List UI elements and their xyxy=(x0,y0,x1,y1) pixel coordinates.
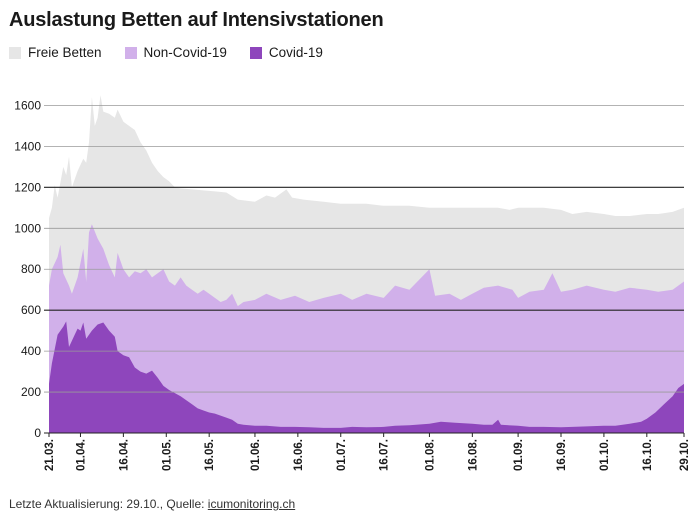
y-tick-label: 1200 xyxy=(14,180,41,194)
chart-title: Auslastung Betten auf Intensivstationen xyxy=(9,9,384,31)
x-tick-label: 16.05. xyxy=(204,439,216,471)
x-tick-label: 16.10. xyxy=(642,439,654,471)
legend-swatch-freie-betten xyxy=(9,46,21,59)
y-tick-label: 0 xyxy=(34,426,41,440)
y-tick-label: 200 xyxy=(21,385,41,399)
x-tick-label: 16.04. xyxy=(118,439,130,471)
footer: Letzte Aktualisierung: 29.10., Quelle: i… xyxy=(9,497,295,511)
footer-text: Letzte Aktualisierung: 29.10., Quelle: xyxy=(9,497,208,511)
y-tick-label: 1600 xyxy=(14,98,41,112)
legend-item-non-covid: Non-Covid-19 xyxy=(124,45,227,60)
y-tick-label: 1400 xyxy=(14,139,41,153)
legend-swatch-covid xyxy=(249,46,262,59)
x-tick-label: 01.05. xyxy=(161,439,173,471)
x-tick-label: 16.07. xyxy=(379,439,391,471)
x-tick-label: 01.08. xyxy=(424,439,436,471)
x-tick-label: 01.07. xyxy=(336,439,348,471)
y-tick-label: 600 xyxy=(21,303,41,317)
x-tick-label: 16.08. xyxy=(467,439,479,471)
x-tick-label: 21.03. xyxy=(44,439,56,471)
y-tick-label: 400 xyxy=(21,344,41,358)
source-link[interactable]: icumonitoring.ch xyxy=(207,497,296,511)
y-tick-label: 800 xyxy=(21,262,41,276)
legend-label-freie-betten: Freie Betten xyxy=(28,45,102,60)
x-tick-label: 01.04. xyxy=(75,439,87,471)
x-tick-label: 29.10. xyxy=(679,439,691,471)
legend-label-non-covid: Non-Covid-19 xyxy=(143,45,227,60)
x-tick-label: 01.09. xyxy=(513,439,525,471)
area-chart: 0 200 400 600 800 1000 1200 1400 1600 21.03. 01.04… xyxy=(14,95,691,471)
area-covid-19 xyxy=(49,321,684,433)
x-tick-label: 01.10. xyxy=(599,439,611,471)
y-tick-label: 1000 xyxy=(14,221,41,235)
x-tick-label: 16.09. xyxy=(556,439,568,471)
legend-label-covid: Covid-19 xyxy=(268,45,323,60)
legend-item-freie-betten: Freie Betten xyxy=(9,45,102,60)
x-tick-label: 01.06. xyxy=(250,439,262,471)
legend-item-covid: Covid-19 xyxy=(249,45,323,60)
legend-swatch-non-covid xyxy=(124,46,137,59)
x-tick-label: 16.06. xyxy=(293,439,305,471)
area-non-covid-19 xyxy=(49,224,684,433)
legend: Freie Betten Non-Covid-19 Covid-19 xyxy=(9,45,346,60)
